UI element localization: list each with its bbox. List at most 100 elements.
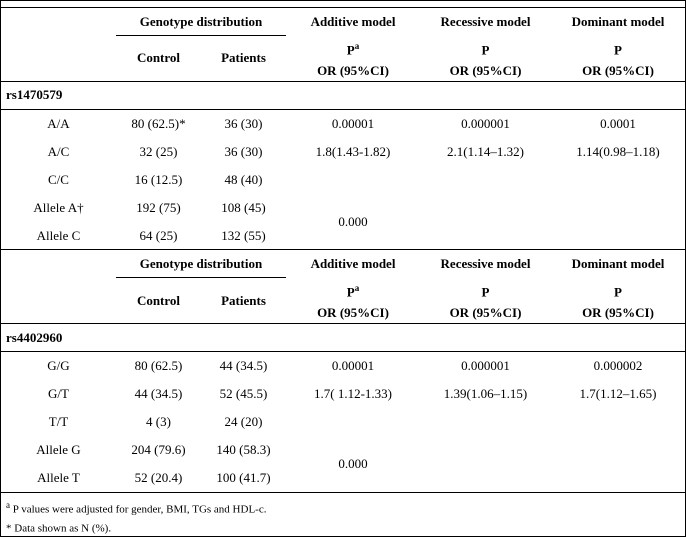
additive-p-or-header: Pa OR (95%CI) — [286, 35, 420, 82]
additive-result-cell: 0.00001 1.8(1.43-1.82) — [286, 109, 420, 166]
additive-result-cell: 0.00001 1.7( 1.12-1.33) — [286, 352, 420, 409]
patients-value: 52 (45.5) — [219, 386, 268, 402]
or-label: OR (95%CI) — [449, 62, 522, 78]
p-superscript: a — [354, 40, 360, 51]
snp-id: rs4402960 — [1, 323, 685, 353]
genotype-row: A/C 32 (25) 36 (30) — [1, 138, 685, 166]
recessive-p-or-header: P OR (95%CI) — [420, 35, 551, 82]
control-value: 64 (25) — [116, 221, 201, 251]
recessive-p-or-header: P OR (95%CI) — [420, 277, 551, 325]
p-label: Pa — [346, 282, 360, 300]
or-label: OR (95%CI) — [449, 305, 522, 321]
genotype-distribution-header: Genotype distribution — [116, 7, 286, 36]
empty-cell — [420, 436, 551, 493]
dominant-result-cell: 0.000002 1.7(1.12–1.65) — [551, 352, 685, 409]
empty-header-cell — [1, 8, 116, 36]
or-label: OR (95%CI) — [582, 62, 654, 78]
dominant-model-header: Dominant model — [571, 256, 665, 272]
table2-header-row-1: Genotype distribution Additive model Rec… — [1, 249, 685, 279]
genotype-row: T/T 4 (3) 24 (20) — [1, 408, 685, 436]
allele-p-value: 0.000 — [286, 436, 420, 493]
genotype-row: G/G 80 (62.5) 44 (34.5) 0.00001 1.7( 1.1… — [1, 352, 685, 401]
genotype-label: A/C — [47, 143, 70, 159]
empty-cell — [286, 408, 420, 436]
p-label: P — [481, 41, 490, 57]
p-value: 0.000002 — [593, 358, 643, 374]
empty-header-cell — [1, 250, 116, 278]
patients-value: 132 (55) — [201, 221, 286, 251]
footnote-data-format: * Data shown as N (%). — [6, 522, 112, 535]
genotype-row: G/T 44 (34.5) 52 (45.5) — [1, 380, 685, 408]
or-label: OR (95%CI) — [317, 305, 389, 321]
allele-label: Allele A† — [33, 199, 84, 215]
genotype-label: C/C — [48, 171, 69, 187]
patients-value: 140 (58.3) — [216, 442, 271, 458]
table1-header-row-1: Genotype distribution Additive model Rec… — [1, 7, 685, 36]
control-value: 80 (62.5)* — [131, 115, 186, 131]
patients-value: 48 (40) — [224, 171, 263, 187]
control-value: 32 (25) — [139, 143, 178, 159]
control-value: 80 (62.5) — [134, 358, 183, 374]
empty-cell — [551, 193, 685, 251]
or-label: OR (95%CI) — [317, 62, 389, 78]
empty-cell — [286, 166, 420, 194]
or-value: 1.7( 1.12-1.33) — [314, 386, 392, 402]
additive-model-header: Additive model — [310, 13, 396, 29]
or-label: OR (95%CI) — [582, 305, 654, 321]
additive-model-header: Additive model — [310, 256, 396, 272]
patients-value: 108 (45) — [221, 199, 266, 215]
patients-value: 100 (41.7) — [201, 464, 286, 493]
snp-row: rs1470579 — [1, 81, 685, 110]
allele-row: Allele C 64 (25) 132 (55) — [1, 221, 685, 251]
empty-header-cell — [1, 35, 116, 82]
genotype-row: A/A 80 (62.5)* 36 (30) 0.00001 1.8(1.43-… — [1, 109, 685, 159]
genotype-label: T/T — [48, 414, 69, 430]
empty-cell — [551, 408, 685, 436]
p-label: Pa — [346, 40, 360, 57]
control-value: 16 (12.5) — [134, 171, 183, 187]
p-label: P — [481, 284, 490, 300]
control-value: 204 (79.6) — [131, 442, 186, 458]
patients-value: 36 (30) — [224, 115, 263, 131]
allele-label: Allele G — [36, 442, 81, 458]
or-value: 1.7(1.12–1.65) — [579, 386, 657, 402]
dominant-result-cell: 0.0001 1.14(0.98–1.18) — [551, 109, 685, 166]
genotype-row: C/C 16 (12.5) 48 (40) — [1, 166, 685, 194]
allele-p-value: 0.000 — [286, 193, 420, 251]
recessive-model-header: Recessive model — [440, 256, 531, 272]
genotype-label: A/A — [47, 115, 70, 131]
p-value: 0.00001 — [331, 115, 375, 131]
genotype-association-table: Genotype distribution Additive model Rec… — [1, 7, 685, 493]
or-value: 1.14(0.98–1.18) — [576, 143, 660, 159]
control-value: 4 (3) — [146, 414, 171, 430]
snp-id: rs1470579 — [1, 81, 685, 110]
p-label: P — [614, 284, 622, 300]
table2-header-row-2: Control Patients Pa OR (95%CI) P OR (95%… — [1, 277, 685, 325]
patients-value: 24 (20) — [224, 414, 263, 430]
genotype-distribution-header: Genotype distribution — [116, 249, 286, 279]
recessive-result-cell: 0.000001 2.1(1.14–1.32) — [420, 109, 551, 166]
control-value: 44 (34.5) — [134, 386, 183, 402]
patients-column-header: Patients — [201, 277, 286, 325]
control-column-header: Control — [116, 277, 201, 325]
control-column-header: Control — [116, 35, 201, 82]
genotype-label: G/G — [47, 358, 70, 374]
patients-column-header: Patients — [201, 35, 286, 82]
patients-value: 36 (30) — [224, 143, 263, 159]
allele-label: Allele T — [1, 464, 116, 493]
footnotes: a P values were adjusted for gender, BMI… — [1, 493, 685, 536]
dominant-p-or-header: P OR (95%CI) — [551, 35, 685, 82]
p-value: 0.000001 — [461, 115, 510, 131]
p-superscript: a — [354, 282, 360, 293]
empty-cell — [551, 166, 685, 194]
p-label: P — [614, 41, 622, 57]
table1-header-row-2: Control Patients Pa OR (95%CI) P OR (95%… — [1, 35, 685, 82]
genotype-label: G/T — [48, 386, 69, 402]
empty-header-cell — [1, 277, 116, 325]
additive-p-or-header: Pa OR (95%CI) — [286, 277, 420, 325]
allele-label: Allele C — [1, 221, 116, 251]
p-value: 0.000001 — [461, 358, 510, 374]
empty-cell — [420, 166, 551, 194]
footnote-superscript: a — [6, 499, 10, 510]
